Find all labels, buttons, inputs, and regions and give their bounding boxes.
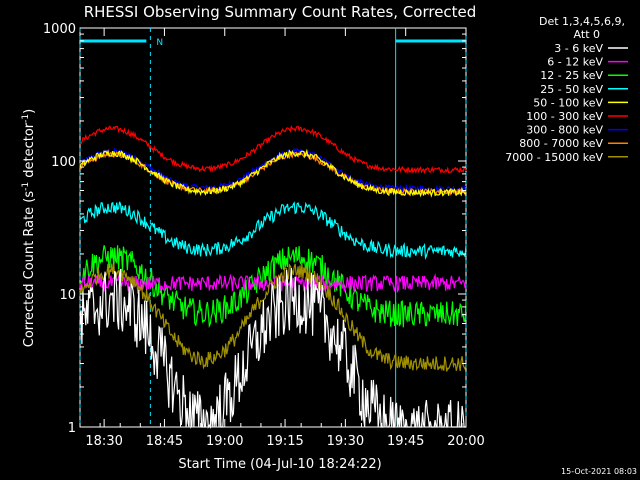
legend-label: 50 - 100 keV [533, 96, 603, 109]
orbit-bar-label: N [156, 38, 163, 48]
x-tick-label: 19:45 [387, 434, 424, 449]
legend-label: 300 - 800 keV [526, 124, 603, 137]
x-tick-label: 19:15 [266, 434, 303, 449]
x-tick-label: 18:45 [146, 434, 183, 449]
plot-frame [79, 27, 467, 428]
series-line [79, 267, 466, 430]
legend-label: 25 - 50 keV [540, 83, 603, 96]
y-tick-label: 100 [51, 155, 76, 170]
legend-label: 100 - 300 keV [526, 110, 603, 123]
y-tick-label: 1000 [43, 22, 76, 37]
legend-label: 12 - 25 keV [540, 69, 603, 82]
legend-header-line1: Det 1,3,4,5,6,9, [539, 15, 625, 28]
axis-ticks: 1 10 100 1000 18:30 18:45 19:00 19:15 19:30 19:45… [43, 22, 485, 449]
y-axis-label: Corrected Count Rate (s-1 detector-1) [21, 109, 37, 347]
y-tick-label: 1 [68, 421, 76, 436]
legend-header-line2: Att 0 [574, 28, 600, 41]
legend-label: 3 - 6 keV [554, 42, 603, 55]
x-tick-label: 18:30 [85, 434, 122, 449]
series-layer [79, 124, 467, 430]
x-tick-label: 19:30 [327, 434, 364, 449]
series-line [79, 263, 467, 372]
x-axis-label: Start Time (04-Jul-10 18:24:22) [178, 457, 381, 472]
legend-label: 800 - 7000 keV [519, 137, 603, 150]
series-line [79, 151, 467, 197]
series-line [79, 245, 467, 329]
series-line [79, 201, 467, 261]
series-line [79, 148, 467, 198]
legend-label: 6 - 12 keV [547, 56, 603, 69]
x-tick-label: 19:00 [206, 434, 243, 449]
x-tick-label: 20:00 [447, 434, 484, 449]
y-tick-label: 10 [59, 288, 76, 303]
footer-date: 15-Oct-2021 08:03 [561, 467, 637, 476]
legend-label: 7000 - 15000 keV [505, 151, 603, 164]
chart-title: RHESSI Observing Summary Count Rates, Co… [84, 3, 477, 21]
orbit-annotations: N [79, 28, 467, 427]
series-line [79, 124, 467, 175]
